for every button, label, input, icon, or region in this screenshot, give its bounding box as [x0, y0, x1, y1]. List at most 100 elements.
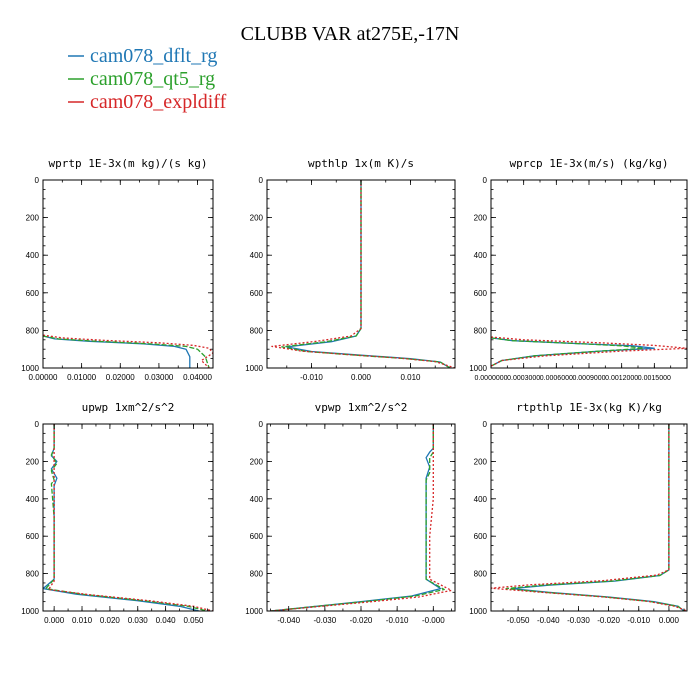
- y-tick-label: 800: [474, 326, 488, 335]
- y-tick-label: 200: [250, 214, 264, 223]
- y-tick-label: 0: [259, 420, 264, 429]
- x-tick-label: 0.020: [100, 616, 121, 625]
- panel-title: wprtp 1E-3x(m kg)/(s kg): [49, 157, 208, 170]
- series-group: [271, 180, 455, 368]
- panel-3: wprcp 1E-3x(m/s) (kg/kg) 0 200 400 600 800 100…: [469, 157, 688, 382]
- series-line-cam078_qt5_rg: [270, 424, 445, 611]
- series-group: [491, 336, 687, 367]
- y-tick-label: 200: [26, 214, 40, 223]
- legend-label: cam078_qt5_rg: [90, 68, 215, 90]
- y-tick-label: 0: [35, 176, 40, 185]
- y-tick-label: 800: [26, 570, 40, 579]
- plot-frame: [42, 423, 214, 612]
- panels: wprtp 1E-3x(m kg)/(s kg) 0 200 400 600 800 100…: [21, 157, 688, 625]
- y-tick-label: 400: [474, 251, 488, 260]
- panel-title: upwp 1xm^2/s^2: [82, 401, 175, 414]
- y-tick-label: 1000: [469, 364, 487, 373]
- series-line-cam078_qt5_rg: [281, 180, 451, 368]
- y-tick-label: 1000: [245, 364, 263, 373]
- panel-2: wpthlp 1x(m K)/s 0 200 400 600 800 1000 -0.010 0…: [245, 157, 456, 382]
- y-tick-label: 1000: [21, 364, 39, 373]
- series-line-cam078_qt5_rg: [491, 337, 645, 367]
- legend: cam078_dflt_rgcam078_qt5_rgcam078_expldi…: [68, 45, 227, 113]
- x-tick-label: -0.050: [507, 616, 530, 625]
- series-group: [43, 334, 213, 368]
- x-tick-label: -0.010: [300, 373, 323, 382]
- x-tick-label: 0.0012000: [605, 375, 638, 382]
- y-tick-label: 200: [474, 457, 488, 466]
- y-tick-label: 1000: [469, 607, 487, 616]
- series-group: [43, 424, 213, 611]
- series-line-cam078_dflt_rg: [511, 424, 685, 611]
- x-tick-label: -0.030: [314, 616, 337, 625]
- x-tick-label: 0.040: [156, 616, 177, 625]
- y-tick-label: 800: [250, 570, 264, 579]
- series-line-cam078_expldiff: [271, 180, 455, 368]
- panel-title: wprcp 1E-3x(m/s) (kg/kg): [510, 157, 669, 170]
- series-group: [491, 424, 687, 611]
- y-tick-label: 400: [250, 495, 264, 504]
- y-tick-label: 600: [250, 532, 264, 541]
- y-tick-label: 800: [474, 570, 488, 579]
- y-tick-label: 1000: [21, 607, 39, 616]
- y-tick-label: 400: [474, 495, 488, 504]
- x-tick-label: 0.000: [351, 373, 372, 382]
- x-tick-label: 0.04000: [183, 373, 212, 382]
- y-tick-label: 400: [26, 495, 40, 504]
- y-tick-label: 200: [474, 214, 488, 223]
- x-tick-label: 0.010: [72, 616, 93, 625]
- y-tick-label: 0: [259, 176, 264, 185]
- y-tick-label: 600: [474, 532, 488, 541]
- x-tick-label: 0.030: [128, 616, 149, 625]
- x-tick-label: -0.030: [567, 616, 590, 625]
- panel-title: vpwp 1xm^2/s^2: [315, 401, 408, 414]
- series-line-cam078_expldiff: [43, 334, 213, 368]
- series-line-cam078_qt5_rg: [505, 424, 685, 611]
- x-tick-label: 0.00000: [29, 373, 58, 382]
- x-tick-label: -0.020: [597, 616, 620, 625]
- x-tick-label: -0.040: [537, 616, 560, 625]
- x-tick-label: -0.020: [350, 616, 373, 625]
- x-tick-label: 0.02000: [106, 373, 135, 382]
- series-line-cam078_dflt_rg: [270, 424, 442, 611]
- series-line-cam078_dflt_rg: [43, 424, 200, 611]
- y-tick-label: 600: [474, 289, 488, 298]
- x-tick-label: 0.01000: [67, 373, 96, 382]
- y-tick-label: 400: [26, 251, 40, 260]
- series-line-cam078_expldiff: [491, 424, 687, 611]
- panel-1: wprtp 1E-3x(m kg)/(s kg) 0 200 400 600 800 100…: [21, 157, 214, 382]
- panel-5: vpwp 1xm^2/s^2 0 200 400 600 800 1000 -0.040 -0.…: [245, 401, 456, 625]
- series-group: [270, 424, 453, 611]
- y-tick-label: 800: [250, 326, 264, 335]
- x-tick-label: -0.010: [627, 616, 650, 625]
- legend-entry: cam078_dflt_rg: [68, 45, 217, 67]
- series-line-cam078_qt5_rg: [43, 335, 210, 368]
- y-tick-label: 0: [483, 176, 488, 185]
- x-tick-label: 0.0000000: [474, 375, 507, 382]
- series-line-cam078_dflt_rg: [286, 180, 451, 368]
- x-tick-label: 0.03000: [144, 373, 173, 382]
- y-tick-label: 0: [35, 420, 40, 429]
- legend-label: cam078_dflt_rg: [90, 45, 217, 67]
- panel-4: upwp 1xm^2/s^2 0 200 400 600 800 1000 0.000 0.01…: [21, 401, 214, 625]
- y-tick-label: 400: [250, 251, 264, 260]
- x-tick-label: 0.0015000: [638, 375, 671, 382]
- panel-title: wpthlp 1x(m K)/s: [308, 157, 414, 170]
- plot-frame: [266, 423, 456, 612]
- x-tick-label: 0.000: [659, 616, 680, 625]
- x-tick-label: -0.040: [277, 616, 300, 625]
- y-tick-label: 600: [26, 289, 40, 298]
- series-line-cam078_expldiff: [270, 424, 453, 611]
- x-tick-label: 0.000: [44, 616, 65, 625]
- y-tick-label: 800: [26, 326, 40, 335]
- x-tick-label: 0.010: [400, 373, 421, 382]
- x-tick-label: 0.050: [183, 616, 204, 625]
- y-tick-label: 600: [26, 532, 40, 541]
- y-tick-label: 1000: [245, 607, 263, 616]
- y-tick-label: 200: [26, 457, 40, 466]
- x-tick-label: -0.000: [422, 616, 445, 625]
- y-tick-label: 0: [483, 420, 488, 429]
- x-tick-label: 0.0006000: [540, 375, 573, 382]
- figure-title: CLUBB VAR at275E,-17N: [241, 23, 460, 45]
